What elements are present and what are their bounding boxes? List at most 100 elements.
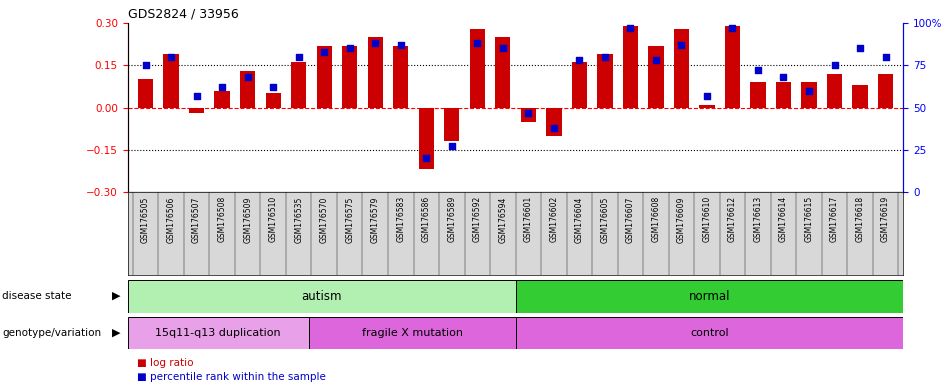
Text: GSM176586: GSM176586 [422, 196, 430, 242]
Text: ■ log ratio: ■ log ratio [137, 358, 194, 368]
Text: GDS2824 / 33956: GDS2824 / 33956 [128, 7, 238, 20]
Point [496, 45, 511, 51]
Bar [801, 82, 816, 108]
Text: GSM176505: GSM176505 [141, 196, 150, 243]
Bar [368, 37, 383, 108]
Bar [128, 280, 516, 313]
Text: ▶: ▶ [112, 291, 120, 301]
Bar [266, 93, 281, 108]
Point [317, 49, 332, 55]
Bar [516, 317, 903, 349]
Bar [317, 46, 332, 108]
Text: normal: normal [689, 290, 730, 303]
Point [266, 84, 281, 90]
Bar [469, 29, 485, 108]
Bar [394, 46, 409, 108]
Point [138, 62, 153, 68]
Text: fragile X mutation: fragile X mutation [361, 328, 463, 338]
Bar [648, 46, 663, 108]
Bar [240, 71, 255, 108]
Text: GSM176589: GSM176589 [447, 196, 456, 242]
Text: autism: autism [302, 290, 342, 303]
Bar [546, 108, 562, 136]
Text: GSM176506: GSM176506 [166, 196, 176, 243]
Text: GSM176615: GSM176615 [804, 196, 814, 242]
Point [852, 45, 867, 51]
Bar [520, 108, 536, 122]
Point [394, 42, 409, 48]
Text: GSM176613: GSM176613 [753, 196, 762, 242]
Bar [776, 82, 791, 108]
Point [546, 125, 561, 131]
Bar [725, 26, 740, 108]
Bar [189, 108, 204, 113]
Bar [827, 74, 842, 108]
Point [827, 62, 842, 68]
Text: GSM176607: GSM176607 [626, 196, 635, 243]
Text: GSM176535: GSM176535 [294, 196, 303, 243]
Text: GSM176594: GSM176594 [499, 196, 507, 243]
Text: GSM176619: GSM176619 [881, 196, 890, 242]
Text: genotype/variation: genotype/variation [2, 328, 101, 338]
Point [164, 54, 179, 60]
Bar [138, 79, 153, 108]
Text: 15q11-q13 duplication: 15q11-q13 duplication [155, 328, 281, 338]
Point [368, 40, 383, 46]
Bar [852, 85, 867, 108]
Text: GSM176601: GSM176601 [524, 196, 533, 242]
Text: GSM176609: GSM176609 [677, 196, 686, 243]
Point [622, 25, 638, 31]
Point [291, 54, 307, 60]
Text: GSM176618: GSM176618 [855, 196, 865, 242]
Point [189, 93, 204, 99]
Bar [215, 91, 230, 108]
Point [571, 57, 587, 63]
Text: control: control [691, 328, 728, 338]
Text: GSM176579: GSM176579 [371, 196, 379, 243]
Bar [597, 54, 612, 108]
Point [674, 42, 689, 48]
Text: GSM176509: GSM176509 [243, 196, 253, 243]
Bar [164, 54, 179, 108]
Text: GSM176583: GSM176583 [396, 196, 405, 242]
Point [419, 155, 434, 161]
Text: ▶: ▶ [112, 328, 120, 338]
Point [648, 57, 663, 63]
Bar [418, 108, 434, 169]
Point [699, 93, 714, 99]
Bar [444, 108, 460, 141]
Text: GSM176575: GSM176575 [345, 196, 354, 243]
Text: GSM176614: GSM176614 [779, 196, 788, 242]
Text: GSM176605: GSM176605 [601, 196, 609, 243]
Bar [699, 105, 714, 108]
Point [776, 74, 791, 80]
Bar [128, 317, 308, 349]
Point [520, 109, 535, 116]
Text: GSM176508: GSM176508 [218, 196, 227, 242]
Text: GSM176608: GSM176608 [652, 196, 660, 242]
Text: GSM176604: GSM176604 [575, 196, 584, 243]
Bar [291, 63, 307, 108]
Bar [750, 82, 765, 108]
Point [215, 84, 230, 90]
Text: GSM176592: GSM176592 [473, 196, 482, 242]
Bar [308, 317, 516, 349]
Bar [622, 26, 638, 108]
Point [445, 143, 460, 149]
Text: GSM176602: GSM176602 [550, 196, 558, 242]
Text: ■ percentile rank within the sample: ■ percentile rank within the sample [137, 372, 326, 382]
Bar [674, 29, 689, 108]
Bar [495, 37, 511, 108]
Text: GSM176617: GSM176617 [830, 196, 839, 242]
Text: disease state: disease state [2, 291, 71, 301]
Text: GSM176570: GSM176570 [320, 196, 328, 243]
Point [750, 67, 765, 73]
Text: GSM176610: GSM176610 [703, 196, 711, 242]
Bar [878, 74, 893, 108]
Bar [571, 63, 587, 108]
Bar [516, 280, 903, 313]
Point [342, 45, 358, 51]
Text: GSM176510: GSM176510 [269, 196, 278, 242]
Point [725, 25, 740, 31]
Text: GSM176612: GSM176612 [728, 196, 737, 242]
